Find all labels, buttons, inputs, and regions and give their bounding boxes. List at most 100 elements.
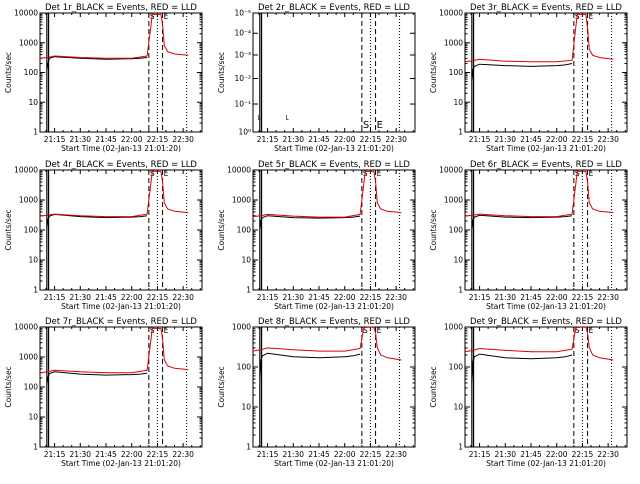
y-tick-label: 10⁻⁵ [234,9,251,18]
y-axis-label: Counts/sec [4,366,13,407]
y-tick-label: 1000 [232,323,251,332]
y-axis-label: Counts/sec [429,209,438,250]
x-tick-label: 21:45 [95,135,117,144]
y-tick-label: 10 [241,403,251,412]
series-red-line [464,326,614,361]
x-axis-label: Start Time (02-Jan-13 21:01:20) [61,302,181,311]
plot-frame [464,169,628,291]
chart-panel-5: Det 5r_BLACK = Events, RED = LLD 1 10 100 10… [217,160,416,311]
end-marker: E [164,12,169,21]
y-tick-label: 100 [24,68,39,77]
x-tick-label: 21:30 [494,293,516,302]
x-tick-label: 22:30 [172,135,194,144]
start-marker: S [363,120,369,131]
chart-title: Det 1r_BLACK = Events, RED = LLD [45,3,197,13]
y-tick-label: 1 [246,443,251,452]
y-tick-label: 100 [24,226,39,235]
x-tick-label: 22:00 [334,135,356,144]
x-tick-label: 22:30 [385,135,407,144]
x-tick-label: 21:30 [69,293,91,302]
y-tick-label: 10000 [439,166,463,175]
chart-panel-9: Det 9r_BLACK = Events, RED = LLD 1 10 100 10… [429,317,628,468]
chart-panel-7: Det 7r_BLACK = Events, RED = LLD 1 10 100 10… [4,317,203,468]
x-tick-label: 21:15 [257,450,279,459]
chart-panel-6: Det 6r_BLACK = Events, RED = LLD 1 10 100 10… [429,160,628,311]
x-tick-label: 21:15 [469,450,491,459]
x-tick-label: 21:15 [469,135,491,144]
series-black-line [46,371,148,385]
series-black-line [46,213,148,228]
y-tick-label: 1 [33,286,38,295]
series-black-line [46,56,148,71]
plot-frame [39,169,203,291]
series-black-line [259,215,361,231]
y-tick-label: 1 [33,443,38,452]
chart-title: Det 7r_BLACK = Events, RED = LLD [45,317,197,327]
x-tick-label: 21:45 [308,135,330,144]
x-axis-label: Start Time (02-Jan-13 21:01:20) [61,144,181,153]
x-tick-label: 22:15 [360,293,382,302]
x-axis-label: Start Time (02-Jan-13 21:01:20) [274,144,394,153]
series-black-line [471,353,573,383]
x-tick-label: 21:45 [308,293,330,302]
y-tick-label: 10⁻³ [234,50,251,59]
series-red-line [464,13,614,63]
y-tick-label: 10 [28,98,38,107]
y-tick-label: 10 [28,256,38,265]
chart-title: Det 2r_BLACK = Events, RED = LLD [258,3,410,13]
x-axis-label: Start Time (02-Jan-13 21:01:20) [274,459,394,468]
end-marker: E [377,169,382,178]
end-marker: E [589,169,594,178]
x-tick-label: 21:30 [69,135,91,144]
y-axis-label: Counts/sec [429,52,438,93]
y-tick-label: 100 [449,68,464,77]
x-tick-label: 21:45 [520,293,542,302]
x-tick-label: 22:15 [360,450,382,459]
y-tick-label: 10⁻² [234,74,251,83]
x-tick-label: 21:30 [69,450,91,459]
chart-title: Det 4r_BLACK = Events, RED = LLD [45,160,197,170]
plot-frame [464,326,628,448]
plot-frame [252,169,416,291]
x-tick-label: 21:15 [44,293,66,302]
chart-panel-1: Det 1r_BLACK = Events, RED = LLD 1 10 100 10… [4,3,203,153]
end-marker: E [377,120,383,131]
end-marker: E [164,326,169,335]
chart-title: Det 6r_BLACK = Events, RED = LLD [470,160,622,170]
y-tick-label: 100 [24,383,39,392]
y-tick-label: 1000 [19,38,38,47]
x-tick-label: 22:00 [546,450,568,459]
y-tick-label: 1 [458,286,463,295]
series-black-line [259,352,361,380]
y-tick-label: 10 [453,256,463,265]
empty-trace-marker: └ [256,114,261,124]
y-tick-label: 10 [28,413,38,422]
y-tick-label: 100 [237,363,252,372]
chart-title: Det 3r_BLACK = Events, RED = LLD [470,3,622,13]
x-axis-label: Start Time (02-Jan-13 21:01:20) [61,459,181,468]
x-tick-label: 22:00 [334,450,356,459]
x-axis-label: Start Time (02-Jan-13 21:01:20) [486,302,606,311]
x-tick-label: 22:30 [597,450,619,459]
start-marker: S [575,326,580,335]
chart-title: Det 9r_BLACK = Events, RED = LLD [470,317,622,327]
x-axis-label: Start Time (02-Jan-13 21:01:20) [486,144,606,153]
x-axis-label: Start Time (02-Jan-13 21:01:20) [486,459,606,468]
y-tick-label: 10⁰ [238,128,251,137]
y-tick-label: 1000 [19,353,38,362]
x-tick-label: 21:30 [282,450,304,459]
y-tick-label: 10⁻⁴ [234,29,251,38]
y-tick-label: 10⁻¹ [234,100,251,109]
chart-panel-4: Det 4r_BLACK = Events, RED = LLD 1 10 100 10… [4,160,203,311]
series-red-line [39,170,189,218]
y-tick-label: 1 [33,128,38,137]
chart-panel-8: Det 8r_BLACK = Events, RED = LLD 1 10 100 10… [217,317,416,468]
y-tick-label: 100 [449,226,464,235]
y-tick-label: 1 [458,128,463,137]
x-tick-label: 21:45 [520,135,542,144]
series-black-line [471,63,573,82]
series-red-line [252,326,402,361]
x-tick-label: 21:15 [469,293,491,302]
x-tick-label: 21:15 [257,293,279,302]
plot-frame [39,12,203,133]
